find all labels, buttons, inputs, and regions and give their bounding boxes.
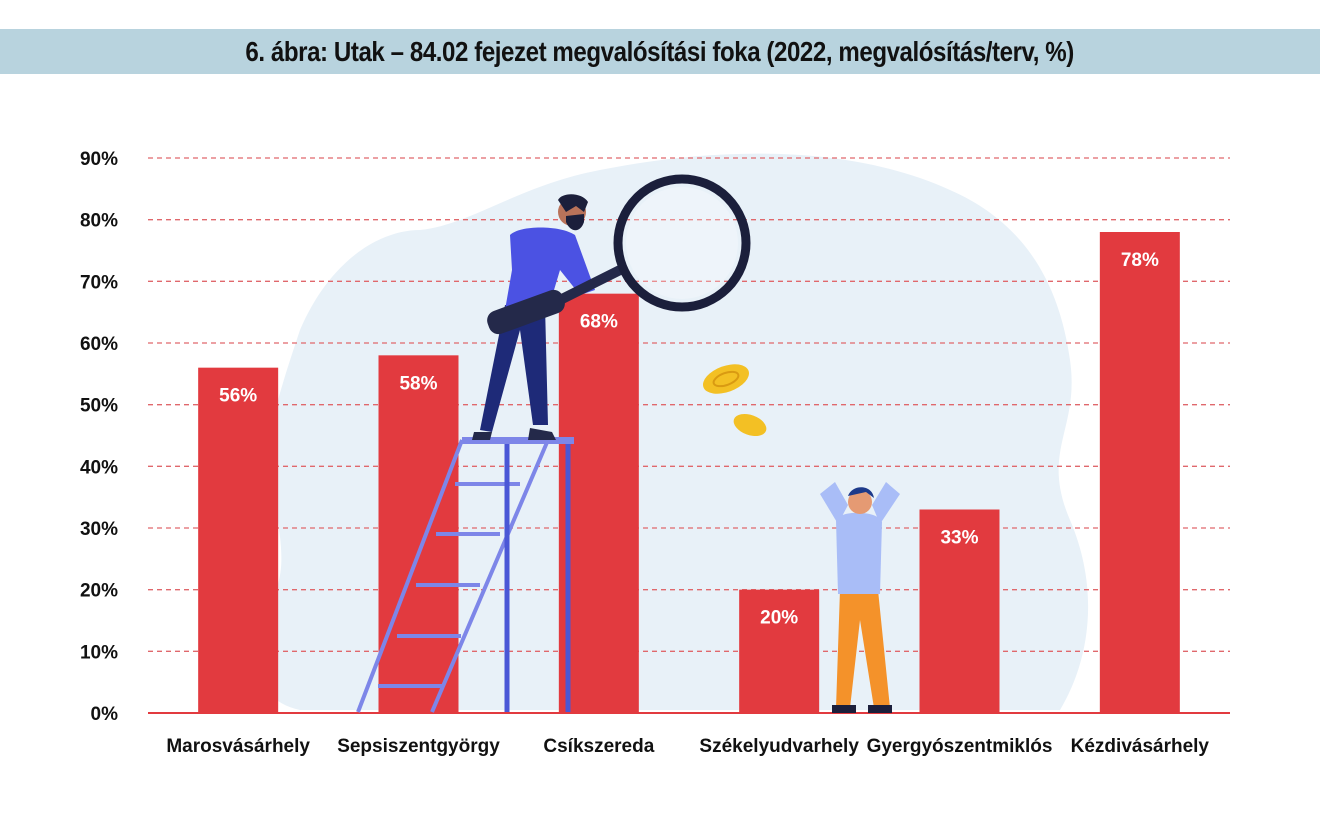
x-tick-label: Gyergyószentmiklós [867,736,1053,757]
grid [148,157,1230,652]
y-tick-label: 50% [80,396,118,417]
y-axis-ticks: 0% 10% 20% 30% 40% 50% 60% 70% 80% 90% [80,149,118,725]
title-bar: 6. ábra: Utak – 84.02 fejezet megvalósít… [0,29,1320,74]
x-tick-label: Marosvásárhely [166,736,310,757]
worried-person [820,482,900,713]
data-label: 78% [1121,250,1159,271]
y-tick-label: 60% [80,334,118,355]
x-axis-labels: Marosvásárhely Sepsiszentgyörgy Csíkszered… [166,736,1209,757]
y-tick-label: 70% [80,272,118,293]
x-tick-label: Sepsiszentgyörgy [337,736,500,757]
y-tick-label: 10% [80,642,118,663]
y-tick-label: 20% [80,581,118,602]
bar [198,367,279,713]
data-label: 58% [399,373,437,394]
y-tick-label: 90% [80,149,118,170]
ladder-illustration [356,437,574,713]
person-with-magnifier [472,174,751,440]
data-label: 68% [580,312,618,333]
x-tick-label: Kézdivásárhely [1071,736,1210,757]
falling-coins [703,364,767,437]
y-tick-label: 80% [80,211,118,232]
bar [558,293,639,713]
chart-title: 6. ábra: Utak – 84.02 fejezet megvalósít… [245,35,1075,67]
data-label: 20% [760,608,798,629]
data-label: 33% [940,528,978,549]
bar [1099,232,1180,713]
bars: 56% 58% 68% 20% 33% 78% [198,232,1180,713]
y-tick-label: 30% [80,519,118,540]
x-tick-label: Csíkszereda [543,736,654,757]
y-tick-label: 40% [80,457,118,478]
x-tick-label: Székelyudvarhely [699,736,859,757]
bar [919,509,1000,713]
data-label: 56% [219,386,257,407]
bar [739,589,820,713]
y-tick-label: 0% [91,704,119,725]
